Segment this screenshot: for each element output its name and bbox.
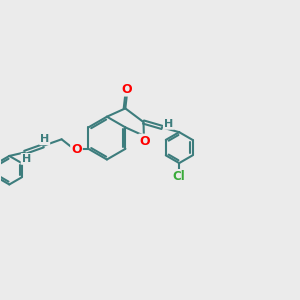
Text: H: H — [22, 154, 31, 164]
Text: H: H — [40, 134, 49, 144]
Text: O: O — [71, 143, 82, 156]
Text: O: O — [139, 135, 150, 148]
Text: O: O — [122, 82, 132, 96]
Text: H: H — [164, 119, 173, 129]
Text: Cl: Cl — [173, 170, 186, 183]
